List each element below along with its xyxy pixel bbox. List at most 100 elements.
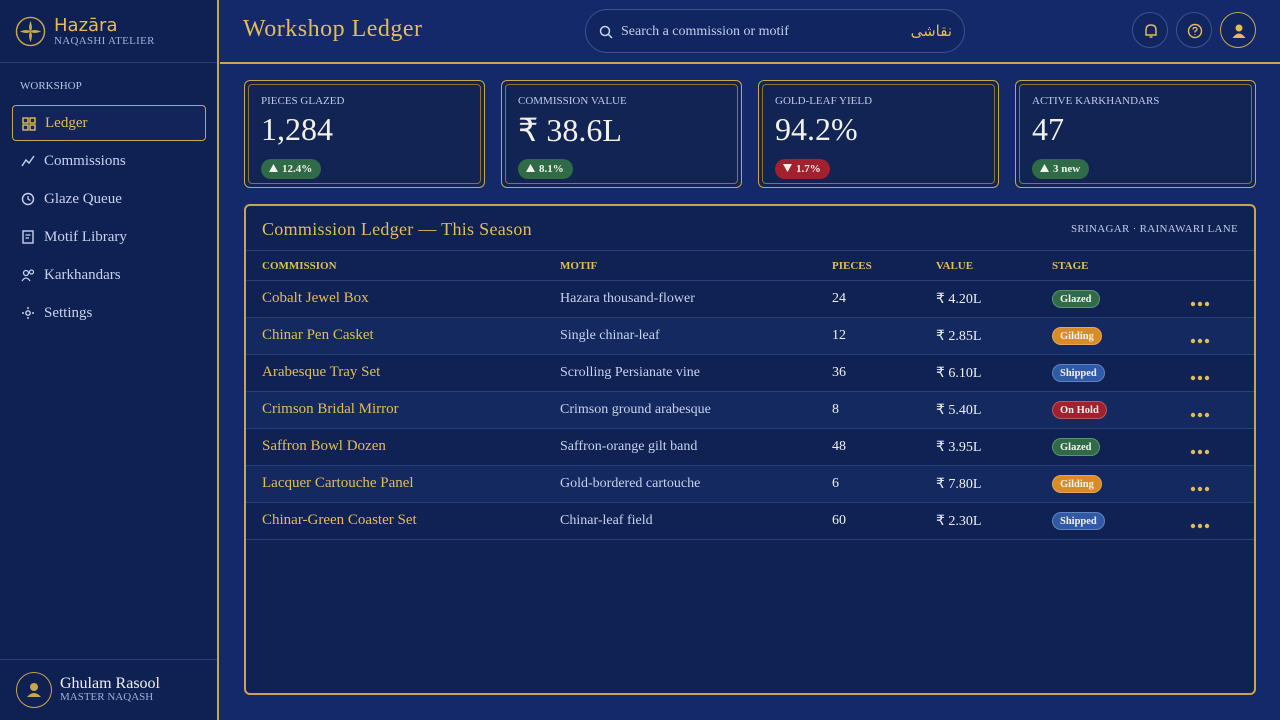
pieces: 12 <box>832 328 846 343</box>
stage-badge: Glazed <box>1052 438 1100 456</box>
nav-item[interactable]: Karkhandars <box>12 257 206 293</box>
stat-label: GOLD-LEAF YIELD <box>775 95 873 107</box>
stage-badge: Gilding <box>1052 475 1102 493</box>
column-header: COMMISSION <box>262 260 337 272</box>
profile-button[interactable] <box>1220 12 1256 48</box>
row-menu[interactable] <box>1190 368 1210 386</box>
stat-label: COMMISSION VALUE <box>518 95 627 107</box>
stat-label: ACTIVE KARKHANDARS <box>1032 95 1160 107</box>
user-card[interactable]: Ghulam Rasool MASTER NAQASH <box>0 659 217 720</box>
delta-text: 3 new <box>1053 163 1081 175</box>
commission: Chinar Pen Casket <box>262 327 374 343</box>
commission: Lacquer Cartouche Panel <box>262 475 414 491</box>
search-box[interactable]: Search a commission or motif نقاشی <box>585 9 965 53</box>
stat-delta: 12.4% <box>261 159 322 179</box>
stat-card: PIECES GLAZED 1,284 12.4% <box>244 80 485 188</box>
stage-badge: Shipped <box>1052 364 1105 382</box>
row-menu[interactable] <box>1190 442 1210 460</box>
user-avatar <box>16 672 52 708</box>
column-header: PIECES <box>832 260 872 272</box>
commission: Crimson Bridal Mirror <box>262 401 399 417</box>
pieces: 60 <box>832 513 846 528</box>
nav-item[interactable]: Ledger <box>12 105 206 141</box>
brand: Hazāra NAQASHI ATELIER <box>0 0 217 63</box>
trend-arrow <box>783 163 792 175</box>
table-row[interactable]: Crimson Bridal Mirror Crimson ground arab… <box>246 392 1254 429</box>
table-row[interactable]: Chinar Pen Casket Single chinar-leaf 12 ₹ 2… <box>246 318 1254 355</box>
nav-item[interactable]: Motif Library <box>12 219 206 255</box>
brand-subtitle: NAQASHI ATELIER <box>54 35 155 47</box>
delta-text: 8.1% <box>539 163 564 175</box>
trend-arrow <box>1040 163 1049 175</box>
row-menu[interactable] <box>1190 331 1210 349</box>
table-row[interactable]: Cobalt Jewel Box Hazara thousand-flower 24… <box>246 281 1254 318</box>
search-script: نقاشی <box>910 22 952 40</box>
divider <box>246 280 1254 281</box>
delta-text: 1.7% <box>796 163 821 175</box>
trend-arrow <box>526 163 535 175</box>
motif: Scrolling Persianate vine <box>560 365 700 380</box>
stage-badge: Gilding <box>1052 327 1102 345</box>
row-menu[interactable] <box>1190 516 1210 534</box>
commission: Cobalt Jewel Box <box>262 290 369 306</box>
stat-value: 47 <box>1032 111 1064 147</box>
motif: Saffron-orange gilt band <box>560 439 698 454</box>
stage-badge: Shipped <box>1052 512 1105 530</box>
table-location: SRINAGAR · RAINAWARI LANE <box>1070 223 1238 235</box>
top-bar: Workshop Ledger Search a commission or m… <box>220 0 1280 64</box>
value: ₹ 5.40L <box>936 403 982 418</box>
nav-section: WORKSHOP <box>20 80 82 92</box>
motif: Single chinar-leaf <box>560 328 660 343</box>
sidebar: Hazāra NAQASHI ATELIER WORKSHOP Ledger Co… <box>0 0 219 720</box>
nav-item[interactable]: Glaze Queue <box>12 181 206 217</box>
nav-item[interactable]: Commissions <box>12 143 206 179</box>
stat-delta: 8.1% <box>518 159 573 179</box>
stat-delta: 1.7% <box>775 159 830 179</box>
user-name: Ghulam Rasool <box>60 675 160 692</box>
stat-value: 94.2% <box>775 111 858 147</box>
value: ₹ 7.80L <box>936 477 982 492</box>
stat-card: GOLD-LEAF YIELD 94.2% 1.7% <box>758 80 999 188</box>
row-menu[interactable] <box>1190 405 1210 423</box>
divider <box>246 250 1254 251</box>
value: ₹ 6.10L <box>936 366 982 381</box>
brand-name: Hazāra <box>54 15 118 36</box>
pieces: 36 <box>832 365 846 380</box>
help-button[interactable] <box>1176 12 1212 48</box>
trend-arrow <box>269 163 278 175</box>
pieces: 8 <box>832 402 839 417</box>
value: ₹ 3.95L <box>936 440 982 455</box>
user-role: MASTER NAQASH <box>60 691 154 703</box>
column-header: MOTIF <box>560 260 598 272</box>
table-row[interactable]: Lacquer Cartouche Panel Gold-bordered car… <box>246 466 1254 503</box>
delta-text: 12.4% <box>282 163 313 175</box>
stat-card: ACTIVE KARKHANDARS 47 3 new <box>1015 80 1256 188</box>
commission: Arabesque Tray Set <box>262 364 381 380</box>
pieces: 48 <box>832 439 846 454</box>
value: ₹ 4.20L <box>936 292 982 307</box>
motif: Crimson ground arabesque <box>560 402 711 417</box>
row-menu[interactable] <box>1190 294 1210 312</box>
brand-logo <box>15 16 46 47</box>
stat-value: 1,284 <box>261 111 333 147</box>
pieces: 24 <box>832 291 846 306</box>
table-row[interactable]: Chinar-Green Coaster Set Chinar-leaf fiel… <box>246 503 1254 540</box>
page-title: Workshop Ledger <box>243 16 423 42</box>
table-row[interactable]: Arabesque Tray Set Scrolling Persianate v… <box>246 355 1254 392</box>
stat-delta: 3 new <box>1032 159 1090 179</box>
stage-badge: On Hold <box>1052 401 1107 419</box>
stat-label: PIECES GLAZED <box>261 95 345 107</box>
motif: Gold-bordered cartouche <box>560 476 701 491</box>
pieces: 6 <box>832 476 839 491</box>
table-row[interactable]: Saffron Bowl Dozen Saffron-orange gilt ba… <box>246 429 1254 466</box>
notifications-button[interactable] <box>1132 12 1168 48</box>
motif: Chinar-leaf field <box>560 513 653 528</box>
row-menu[interactable] <box>1190 479 1210 497</box>
stat-value: ₹ 38.6L <box>518 112 622 148</box>
nav-item[interactable]: Settings <box>12 295 206 331</box>
motif: Hazara thousand-flower <box>560 291 695 306</box>
stage-badge: Glazed <box>1052 290 1100 308</box>
column-header: STAGE <box>1052 260 1089 272</box>
value: ₹ 2.85L <box>936 329 982 344</box>
